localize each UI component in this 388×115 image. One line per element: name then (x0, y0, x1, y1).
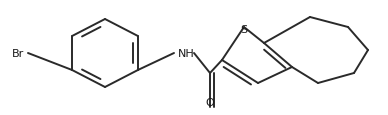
Text: NH: NH (178, 49, 195, 59)
Text: S: S (241, 25, 248, 35)
Text: O: O (206, 97, 215, 107)
Text: Br: Br (12, 49, 24, 59)
